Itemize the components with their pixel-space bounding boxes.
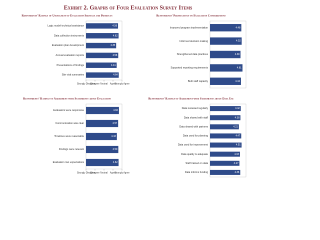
bar xyxy=(86,145,119,154)
value-label: 4.56 xyxy=(112,25,117,28)
value-label: 4.61 xyxy=(237,67,242,70)
category-label: Findings were relevant xyxy=(59,148,84,151)
x-tick-label: Agree xyxy=(110,83,117,86)
value-label: 4.44 xyxy=(235,80,240,83)
page: Exhibit 2. Graphs of Four Evaluation Sur… xyxy=(21,5,247,178)
value-label: 4.41 xyxy=(111,64,116,67)
value-label: 4.58 xyxy=(113,54,118,57)
value-label: 4.42 xyxy=(235,107,240,110)
value-label: 4.33 xyxy=(234,153,239,156)
x-tick-label: Agree xyxy=(110,172,117,175)
value-label: 4.27 xyxy=(234,162,239,165)
value-label: 4.39 xyxy=(235,53,240,56)
bar xyxy=(86,132,117,141)
category-label: Evaluation met expectations xyxy=(53,161,85,164)
x-tick-label: Neutral xyxy=(100,172,108,175)
category-label: Evaluation plan development xyxy=(52,44,84,47)
category-label: Supported reporting requirements xyxy=(171,67,209,70)
value-label: 4.48 xyxy=(236,26,241,29)
value-label: 4.62 xyxy=(113,161,118,164)
bar xyxy=(210,64,243,72)
category-label: Evaluators were responsive xyxy=(53,109,84,112)
category-label: Logic model technical assistance xyxy=(47,25,84,28)
chart-title: Respondents' Ratings of Agreement with S… xyxy=(148,97,234,101)
category-label: Data used for improvement xyxy=(178,144,208,147)
bar xyxy=(86,52,119,59)
value-label: 4.38 xyxy=(235,116,240,119)
value-label: 4.21 xyxy=(233,125,238,128)
category-label: Timelines were reasonable xyxy=(54,135,84,138)
bar xyxy=(86,106,119,115)
bar xyxy=(210,142,242,148)
bar xyxy=(210,169,241,175)
bar xyxy=(86,72,119,78)
plot-area xyxy=(85,20,123,81)
category-label: Presentations of findings xyxy=(57,64,85,67)
bar xyxy=(86,33,119,39)
value-label: 4.43 xyxy=(111,135,116,138)
value-label: 4.62 xyxy=(113,34,118,37)
category-label: Improved program implementation xyxy=(170,26,209,29)
category-label: Data collection instruments xyxy=(54,34,85,37)
category-label: Data quality is adequate xyxy=(181,153,208,156)
value-label: 4.59 xyxy=(113,148,118,151)
value-label: 4.57 xyxy=(112,122,117,125)
category-label: Site visit summaries xyxy=(62,74,85,77)
bar xyxy=(210,50,241,59)
category-label: Staff trained on data xyxy=(186,162,209,165)
value-label: 4.52 xyxy=(236,40,241,43)
bar xyxy=(86,62,117,68)
value-label: 4.35 xyxy=(110,44,115,47)
x-tick-label: Disagree xyxy=(90,83,100,86)
plot-area xyxy=(209,103,247,178)
bar xyxy=(210,106,241,112)
bar xyxy=(210,133,242,139)
value-label: 4.47 xyxy=(236,135,241,138)
category-label: Informed decision making xyxy=(180,40,209,43)
category-label: Strengthened data practices xyxy=(177,53,209,56)
bar xyxy=(210,151,240,157)
chart-title: Respondents' Ratings of Usefulness of Ev… xyxy=(22,14,114,18)
category-label: Data informs funding xyxy=(185,171,209,174)
value-label: 4.66 xyxy=(113,109,118,112)
x-tick-label: Strongly Disagree xyxy=(77,83,96,86)
category-label: Annual evaluation reports xyxy=(56,54,85,57)
bar xyxy=(86,42,117,49)
value-label: 4.64 xyxy=(113,74,118,77)
bar xyxy=(86,158,119,167)
category-label: Data reviewed regularly xyxy=(182,107,209,110)
value-label: 4.36 xyxy=(235,171,240,174)
x-tick-label: Disagree xyxy=(90,172,100,175)
bar xyxy=(210,160,240,166)
bar xyxy=(210,124,239,130)
category-label: Data shared with partners xyxy=(179,125,208,128)
x-tick-label: Neutral xyxy=(100,83,108,86)
category-label: Built staff capacity xyxy=(188,80,209,83)
chart-title: Respondents' Ratings of Agreement with S… xyxy=(23,97,111,101)
bar xyxy=(210,24,242,32)
category-label: Data shared with staff xyxy=(184,116,208,119)
bar xyxy=(210,115,241,121)
bar xyxy=(86,23,119,29)
bar xyxy=(86,119,119,128)
value-label: 4.51 xyxy=(236,144,241,147)
x-tick-label: Strongly Agree xyxy=(114,172,130,175)
x-tick-label: Strongly Disagree xyxy=(77,172,96,175)
category-label: Data used for planning xyxy=(183,135,209,138)
bar xyxy=(210,77,241,85)
bar xyxy=(210,37,242,45)
chart-title: Respondents' Perspectives on Evaluation … xyxy=(156,14,226,18)
category-label: Communication was clear xyxy=(55,122,84,125)
x-tick-label: Strongly Agree xyxy=(114,83,130,86)
page-title: Exhibit 2. Graphs of Four Evaluation Sur… xyxy=(64,5,193,11)
